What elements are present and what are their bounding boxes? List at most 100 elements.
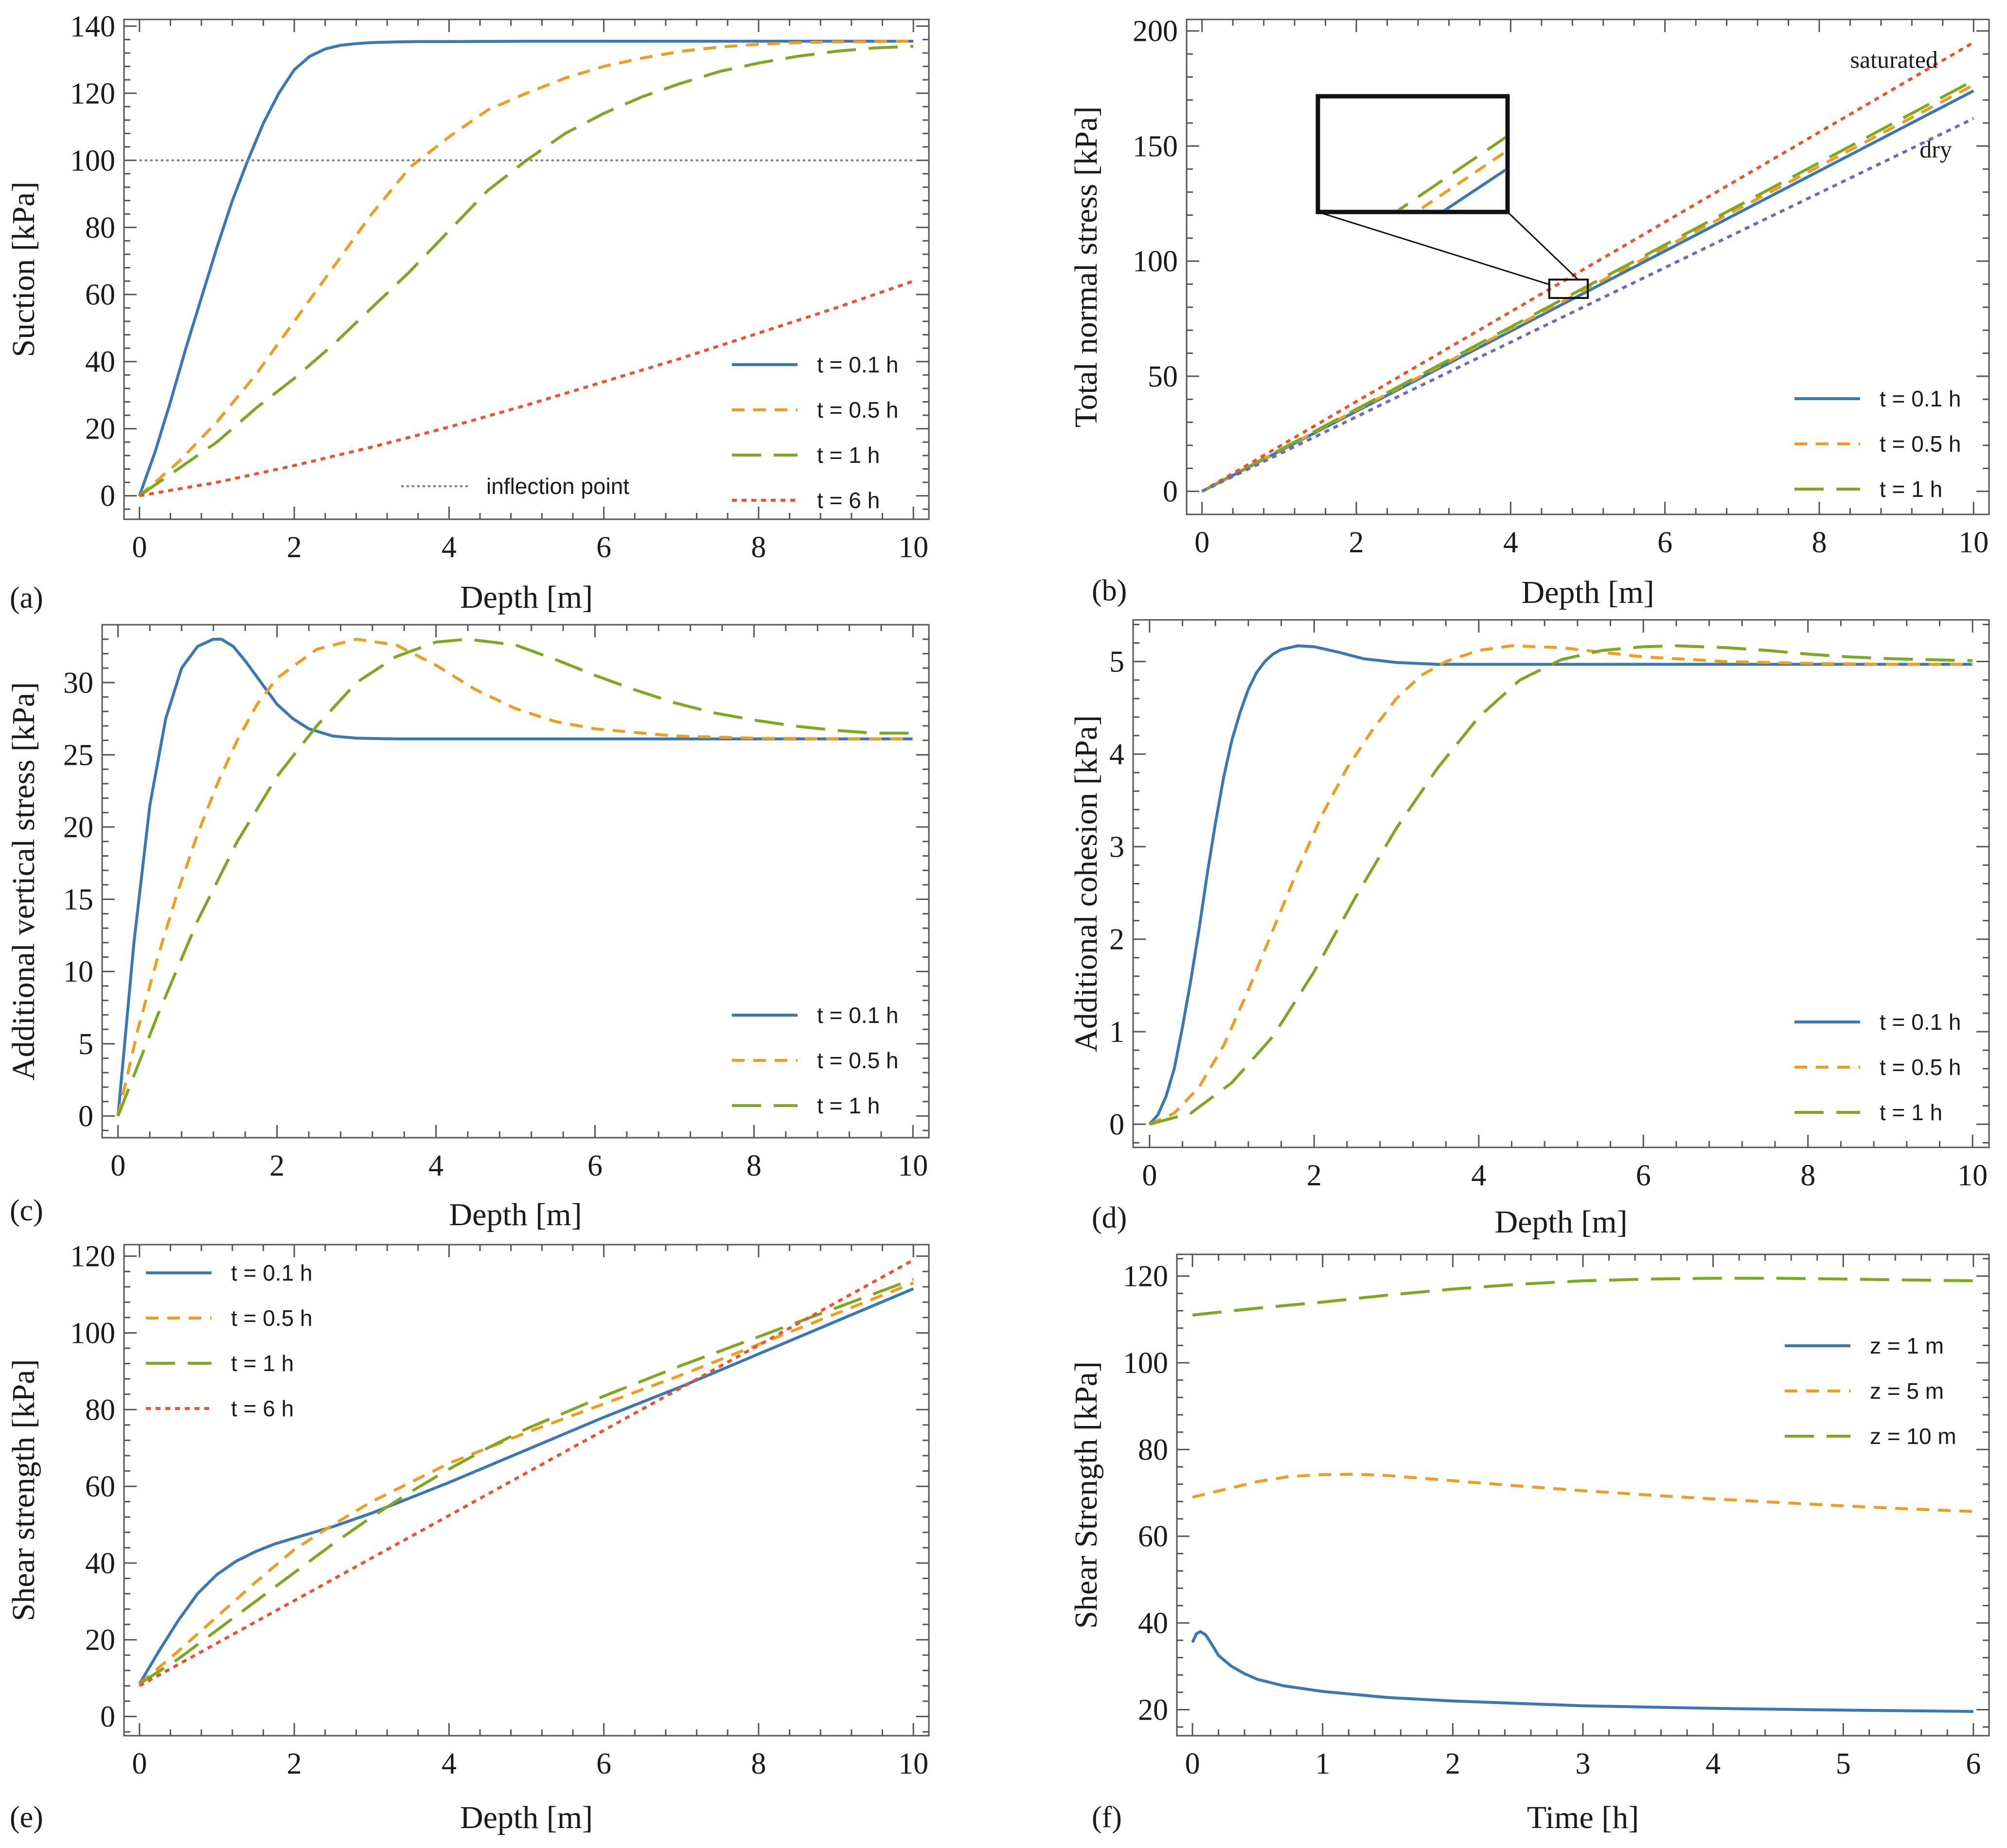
- legend: z = 1 m z = 5 m z = 10 m: [1785, 1333, 1956, 1449]
- x-tick-label: 8: [746, 1149, 762, 1182]
- series-layer: [1148, 644, 1973, 1126]
- legend-label-z-5-m: z = 5 m: [1870, 1378, 1944, 1404]
- series-line-saturated: [1201, 41, 1974, 493]
- y-tick-label: 0: [100, 480, 115, 513]
- series-line-t-0-1-h: [138, 1287, 914, 1685]
- series-line-t-0-5-h: [138, 39, 914, 497]
- panel-label: (e): [10, 1801, 43, 1834]
- x-tick-label: 4: [1705, 1747, 1721, 1780]
- y-tick-label: 4: [1109, 738, 1124, 771]
- y-tick-label: 1: [1109, 1016, 1124, 1049]
- series-line-t-1-h: [139, 1278, 914, 1686]
- legend-label-t-0-5-h: t = 0.5 h: [817, 1048, 899, 1073]
- zoom-inset-box: [1315, 94, 1510, 214]
- x-tick-label: 4: [1471, 1159, 1486, 1192]
- series-line-t-0-1-h: [1148, 644, 1973, 1126]
- y-tick-label: 120: [70, 77, 115, 110]
- x-tick-label: 0: [1185, 1747, 1200, 1780]
- panel-label: (d): [1092, 1201, 1127, 1234]
- series-line-t-1-h: [139, 45, 914, 497]
- x-tick-label: 4: [442, 531, 457, 564]
- x-tick-label: 10: [1958, 526, 1989, 559]
- plot-frame: [1186, 18, 1990, 515]
- axis-ticks: [102, 624, 929, 1138]
- y-tick-label: 80: [85, 1393, 115, 1426]
- y-axis-title: Suction [kPa]: [6, 181, 41, 357]
- x-tick-label: 0: [132, 531, 147, 564]
- series-line-t-1-h: [1149, 644, 1973, 1126]
- x-tick-label: 2: [269, 1149, 284, 1182]
- y-tick-label: 30: [63, 667, 93, 700]
- legend-label-t-1-h: t = 1 h: [817, 1093, 880, 1118]
- y-axis-title: Additional vertical stress [kPa]: [6, 682, 41, 1080]
- y-tick-label: 3: [1109, 830, 1124, 863]
- legend: t = 0.1 h t = 0.5 h t = 1 h: [1794, 1009, 1961, 1125]
- series-line-t-0-5-h: [1149, 644, 1973, 1126]
- y-tick-label: 20: [63, 811, 93, 844]
- axis-ticks: [124, 19, 929, 519]
- legend-label-t-0-5-h: t = 0.5 h: [817, 397, 899, 422]
- x-tick-label: 3: [1576, 1747, 1591, 1780]
- x-axis-title: Depth [m]: [460, 1800, 593, 1835]
- axis-ticks: [1187, 19, 1989, 515]
- y-tick-label: 0: [100, 1701, 115, 1734]
- x-tick-label: 6: [1966, 1747, 1981, 1780]
- y-tick-label: 5: [78, 1028, 93, 1061]
- y-tick-label: 40: [85, 1547, 115, 1580]
- y-axis-title: Shear Strength [kPa]: [1068, 1361, 1104, 1629]
- zoom-connector: [1317, 211, 1550, 285]
- plot-frame: [101, 624, 930, 1139]
- legend-label-t-1-h: t = 1 h: [817, 442, 880, 468]
- legend-label-t-6-h: t = 6 h: [817, 488, 880, 513]
- plot-frame: [1176, 1253, 1990, 1737]
- x-axis-title: Depth [m]: [1521, 575, 1654, 610]
- series-layer: [138, 1258, 914, 1688]
- legend-label-t-1-h: t = 1 h: [1880, 1100, 1942, 1125]
- y-axis-title: Total normal stress [kPa]: [1068, 106, 1104, 428]
- x-tick-label: 4: [1503, 526, 1518, 559]
- x-tick-label: 8: [1812, 526, 1827, 559]
- legend-label-t-0-1-h: t = 0.1 h: [1880, 386, 1961, 411]
- legend-label-t-1-h: t = 1 h: [1880, 476, 1942, 502]
- y-tick-label: 60: [85, 1470, 115, 1503]
- legend: t = 0.1 h t = 0.5 h t = 1 h t = 6 h: [146, 1260, 313, 1421]
- x-tick-label: 8: [751, 1747, 766, 1780]
- panel-label: (a): [10, 581, 43, 615]
- x-tick-label: 2: [287, 1747, 302, 1780]
- inset-line-t-1-h: [1397, 136, 1505, 210]
- annotation-dry: dry: [1919, 136, 1952, 163]
- legend-label-t-0-1-h: t = 0.1 h: [1880, 1009, 1961, 1035]
- y-tick-label: 100: [70, 1317, 115, 1350]
- y-tick-label: 60: [1138, 1520, 1168, 1553]
- series-line-z-5-m: [1192, 1473, 1974, 1513]
- y-tick-label: 0: [78, 1100, 93, 1133]
- plot-frame: [123, 18, 930, 520]
- y-tick-label: 200: [1133, 15, 1178, 48]
- y-tick-label: 20: [1138, 1693, 1168, 1726]
- x-tick-label: 6: [587, 1149, 603, 1182]
- x-tick-label: 6: [1657, 526, 1672, 559]
- x-axis-title: Time [h]: [1527, 1800, 1639, 1835]
- x-tick-label: 2: [1307, 1159, 1322, 1192]
- x-tick-label: 8: [1800, 1159, 1815, 1192]
- series-line-t-6-h: [139, 1258, 914, 1688]
- panel-label: (b): [1092, 574, 1127, 607]
- zoom-region-box: [1548, 279, 1589, 299]
- x-tick-label: 0: [132, 1747, 147, 1780]
- x-tick-label: 10: [1957, 1159, 1988, 1192]
- legend: t = 0.1 h t = 0.5 h t = 1 h: [1794, 386, 1961, 502]
- panel-label: (f): [1092, 1801, 1122, 1834]
- axis-ticks: [124, 1245, 929, 1736]
- y-tick-label: 140: [70, 10, 115, 43]
- series-line-t-6-h: [139, 280, 914, 497]
- legend-label-z-10-m: z = 10 m: [1870, 1424, 1956, 1449]
- y-tick-label: 120: [1123, 1260, 1168, 1293]
- legend-label-t-0-1-h: t = 0.1 h: [231, 1260, 313, 1285]
- y-tick-label: 0: [1109, 1108, 1124, 1141]
- annotation-saturated: saturated: [1850, 46, 1937, 73]
- axis-ticks: [1177, 1254, 1989, 1736]
- x-tick-label: 5: [1836, 1747, 1851, 1780]
- y-tick-label: 50: [1148, 360, 1178, 393]
- inset-series-layer: [1397, 136, 1505, 210]
